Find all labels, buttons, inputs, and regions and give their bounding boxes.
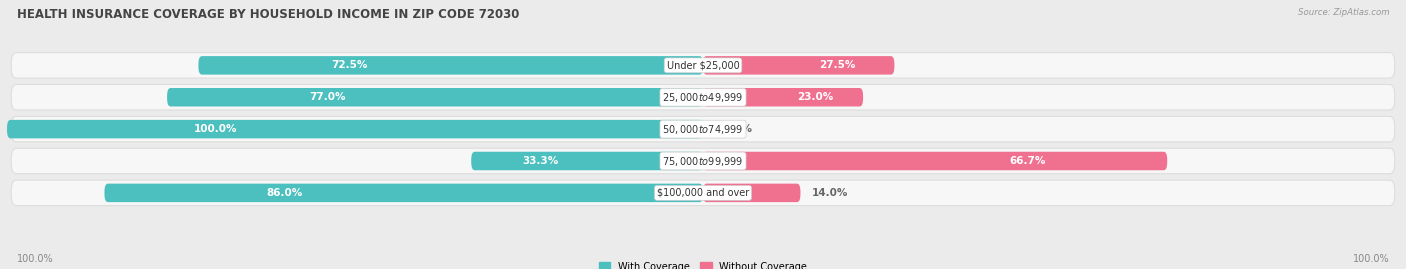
Text: 27.5%: 27.5% [818, 60, 855, 70]
Legend: With Coverage, Without Coverage: With Coverage, Without Coverage [595, 258, 811, 269]
FancyBboxPatch shape [703, 152, 1167, 170]
Text: HEALTH INSURANCE COVERAGE BY HOUSEHOLD INCOME IN ZIP CODE 72030: HEALTH INSURANCE COVERAGE BY HOUSEHOLD I… [17, 8, 519, 21]
Text: 14.0%: 14.0% [811, 188, 848, 198]
Text: 0.0%: 0.0% [724, 124, 752, 134]
Text: $100,000 and over: $100,000 and over [657, 188, 749, 198]
Text: 72.5%: 72.5% [332, 60, 368, 70]
FancyBboxPatch shape [703, 184, 800, 202]
Text: 23.0%: 23.0% [797, 92, 834, 102]
Text: 86.0%: 86.0% [266, 188, 302, 198]
Text: 33.3%: 33.3% [523, 156, 560, 166]
FancyBboxPatch shape [11, 180, 1395, 206]
FancyBboxPatch shape [11, 53, 1395, 78]
FancyBboxPatch shape [104, 184, 703, 202]
Text: 100.0%: 100.0% [17, 254, 53, 264]
FancyBboxPatch shape [198, 56, 703, 75]
FancyBboxPatch shape [7, 120, 703, 138]
FancyBboxPatch shape [703, 56, 894, 75]
Text: $50,000 to $74,999: $50,000 to $74,999 [662, 123, 744, 136]
Text: $75,000 to $99,999: $75,000 to $99,999 [662, 154, 744, 168]
Text: 100.0%: 100.0% [194, 124, 238, 134]
FancyBboxPatch shape [703, 88, 863, 107]
FancyBboxPatch shape [167, 88, 703, 107]
Text: Under $25,000: Under $25,000 [666, 60, 740, 70]
FancyBboxPatch shape [11, 148, 1395, 174]
FancyBboxPatch shape [11, 116, 1395, 142]
Text: Source: ZipAtlas.com: Source: ZipAtlas.com [1298, 8, 1389, 17]
Text: 77.0%: 77.0% [309, 92, 346, 102]
Text: 66.7%: 66.7% [1010, 156, 1046, 166]
FancyBboxPatch shape [471, 152, 703, 170]
Text: 100.0%: 100.0% [1353, 254, 1389, 264]
Text: $25,000 to $49,999: $25,000 to $49,999 [662, 91, 744, 104]
FancyBboxPatch shape [11, 84, 1395, 110]
